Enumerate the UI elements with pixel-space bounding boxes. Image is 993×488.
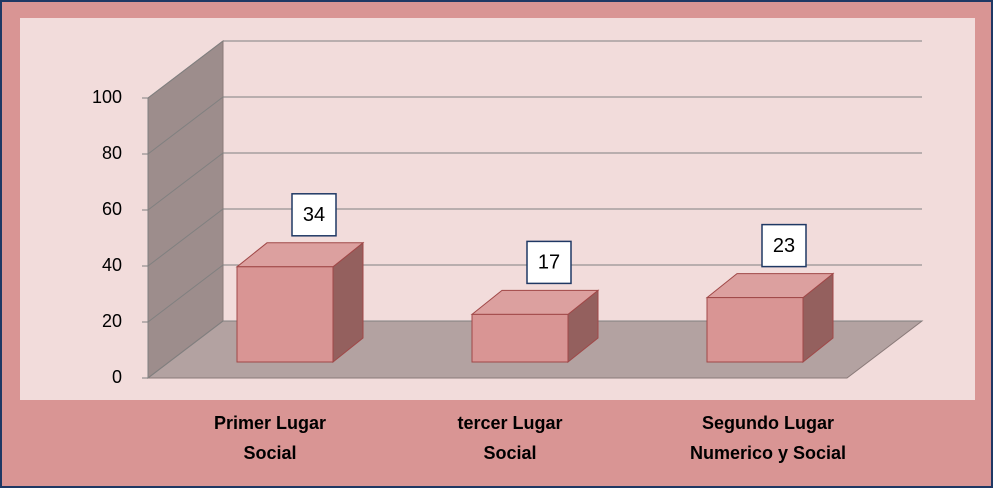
bar	[236, 266, 334, 363]
bar	[471, 313, 569, 363]
x-tick-label: Primer Lugar Social	[213, 413, 327, 463]
x-tick-label: tercer Lugar Social	[457, 413, 563, 463]
value-label-box	[761, 223, 807, 268]
y-tick-label: 80	[102, 143, 122, 163]
y-tick-label: 0	[112, 367, 122, 387]
value-label: 23	[773, 235, 795, 257]
bar	[706, 297, 804, 363]
grid-line-side	[147, 208, 224, 267]
y-tick-label: 60	[102, 199, 122, 219]
value-label-box	[526, 240, 572, 285]
x-tick-label: Segundo Lugar Numerico y Social	[689, 413, 847, 463]
y-tick-label: 40	[102, 255, 122, 275]
grid-line-side	[147, 320, 224, 379]
value-label-box	[291, 193, 337, 237]
y-tick-label: 100	[92, 87, 122, 107]
value-label: 34	[303, 204, 325, 226]
y-tick-label: 20	[102, 311, 122, 331]
grid-line-side	[147, 152, 224, 211]
grid-line-side	[147, 40, 224, 99]
side-wall	[147, 39, 224, 380]
value-label: 17	[538, 252, 560, 274]
grid-line-side	[147, 96, 224, 155]
grid-line-side	[147, 264, 224, 323]
